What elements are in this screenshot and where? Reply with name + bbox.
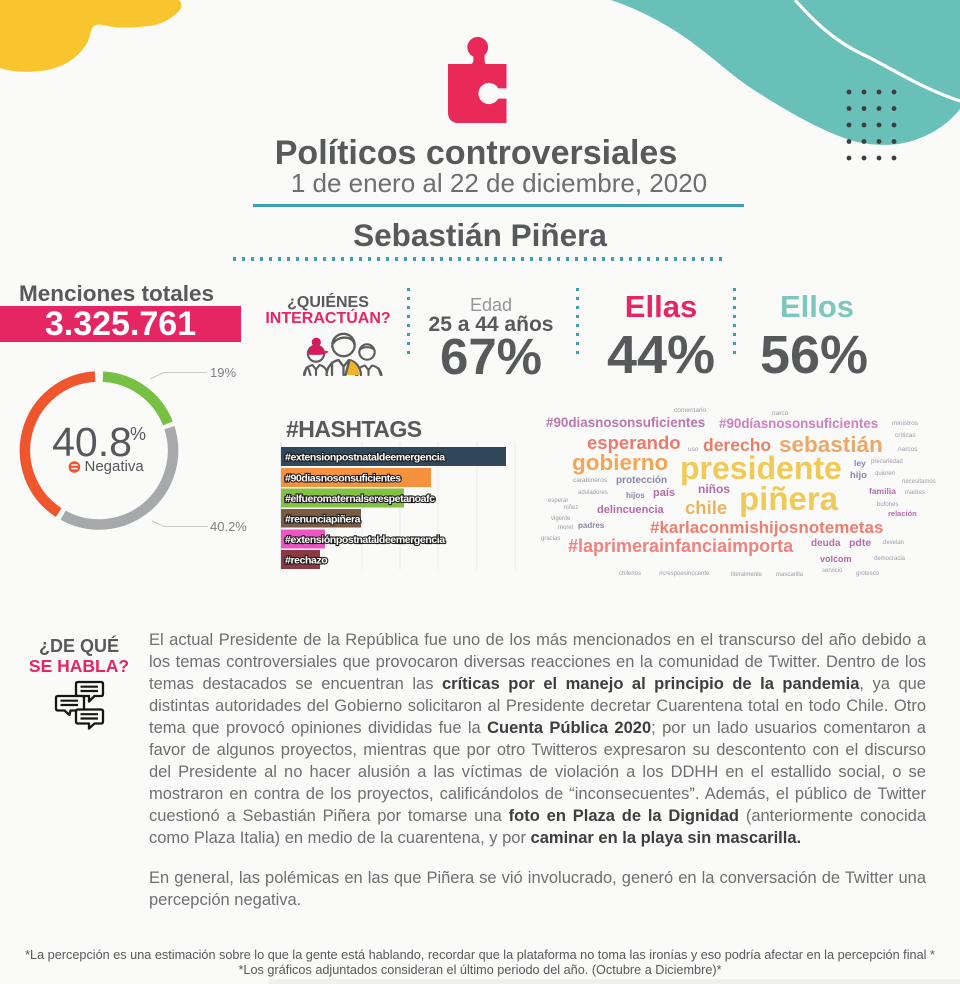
svg-text:#renunciapiñera: #renunciapiñera <box>285 514 361 526</box>
svg-text:#90diasnosonsuficientes: #90diasnosonsuficientes <box>285 473 401 485</box>
svg-text:19%: 19% <box>210 365 236 380</box>
svg-text:#elfueromaternalserespetanoafc: #elfueromaternalserespetanoafc <box>285 493 435 505</box>
svg-text:40.8: 40.8 <box>52 419 132 465</box>
svg-text:#extensiónpostnataldeemergenci: #extensiónpostnataldeemergencia <box>285 534 445 546</box>
svg-text:#extensionpostnataldeemergenci: #extensionpostnataldeemergencia <box>285 452 445 464</box>
svg-text:40.2%: 40.2% <box>210 519 247 534</box>
svg-text:%: % <box>130 424 146 444</box>
svg-text:Negativa: Negativa <box>85 458 145 475</box>
svg-text:#rechazo: #rechazo <box>285 555 327 567</box>
